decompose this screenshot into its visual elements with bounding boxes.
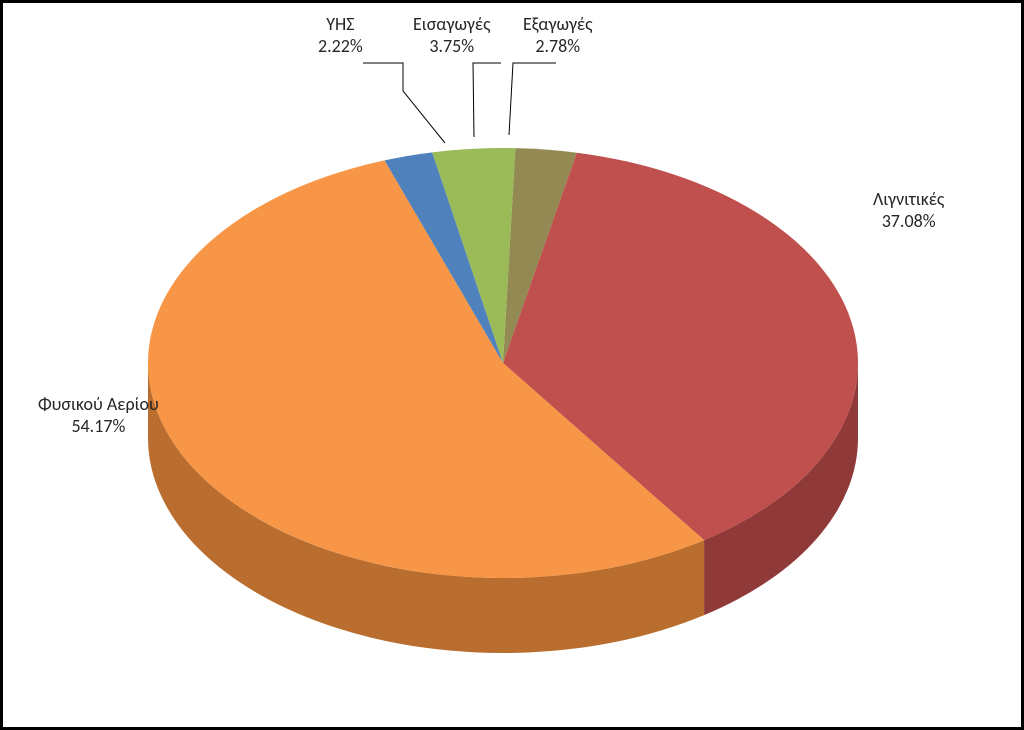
- label-exports-pct: 2.78%: [535, 35, 580, 57]
- label-imports-pct: 3.75%: [429, 35, 474, 57]
- pie-chart: [3, 3, 1021, 727]
- leader-line: [509, 63, 556, 135]
- label-imports-name: Εισαγωγές: [413, 13, 490, 35]
- label-natural-gas: Φυσικού Αερίου 54.17%: [38, 393, 159, 437]
- label-exports-name: Εξαγωγές: [523, 13, 593, 35]
- leader-line: [473, 63, 501, 137]
- label-lignite-pct: 37.08%: [882, 210, 936, 232]
- label-lignite: Λιγνιτικές 37.08%: [873, 188, 944, 232]
- label-imports: Εισαγωγές 3.75%: [413, 13, 490, 57]
- label-natural-gas-name: Φυσικού Αερίου: [38, 393, 159, 415]
- label-natural-gas-pct: 54.17%: [71, 415, 125, 437]
- label-hydro: ΥΗΣ 2.22%: [318, 13, 363, 57]
- label-hydro-name: ΥΗΣ: [326, 13, 354, 35]
- label-lignite-name: Λιγνιτικές: [873, 188, 944, 210]
- chart-frame: Εξαγωγές 2.78% Λιγνιτικές 37.08% Φυσικού…: [0, 0, 1024, 730]
- leader-line: [363, 63, 445, 143]
- label-exports: Εξαγωγές 2.78%: [523, 13, 593, 57]
- label-hydro-pct: 2.22%: [318, 35, 363, 57]
